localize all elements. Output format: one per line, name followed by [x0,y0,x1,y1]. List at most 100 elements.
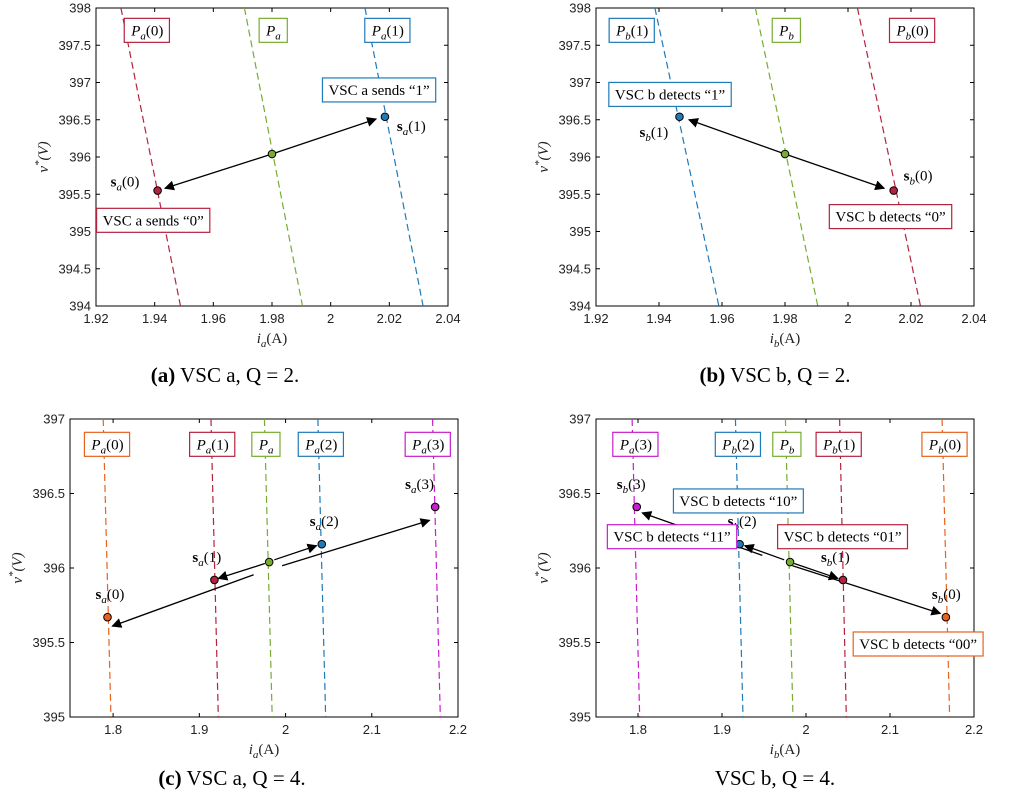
point-label-sa1: sa(1) [397,119,426,138]
annotation-frame [404,431,451,457]
series-group [631,419,951,717]
x-tick-label: 2 [844,311,851,326]
y-tick-label: 395.5 [558,187,591,202]
data-point-sa2 [317,539,327,549]
annotation-text: Pa(3) [619,437,652,456]
y-tick-label: 398 [69,1,91,16]
series-line-pa1 [364,8,424,306]
x-tick-label: 1.8 [629,722,647,737]
annotation-text: Pa(3) [411,437,444,456]
point-label-sb0: sb(0) [932,587,961,606]
y-tick-label: 396.5 [558,486,591,501]
x-tick-label: 2.2 [449,722,467,737]
annotation-box: Pb(2) [714,431,762,457]
x-tick-label: 2.04 [435,311,460,326]
annotation-text: Pb(0) [928,437,961,456]
annotation-text: Pa [258,437,274,456]
x-axis-label: ia(A) [249,742,280,761]
x-tick-label: 1.9 [190,722,208,737]
point-label-sa0: sa(0) [96,587,125,606]
data-point-center [264,557,274,567]
annotation-box: Pa(3) [612,431,659,457]
series-line-pan [263,419,273,717]
arrow [271,117,378,155]
data-point-center [267,149,277,159]
series-line-pa3 [631,419,641,717]
annotation-text: Pa(2) [304,437,337,456]
annotation-text: Pb(2) [721,437,754,456]
point-label-sa2: sa(2) [310,514,339,533]
annotation-text: Pa(0) [130,23,163,42]
annotation-frame [921,431,968,457]
x-axis-label: ib(A) [770,742,801,761]
series-line-pb0 [856,8,922,306]
x-tick-label: 1.96 [709,311,734,326]
annotation-text: Pb(1) [822,437,855,456]
x-tick-label: 1.94 [646,311,671,326]
arrow [784,153,886,191]
chart-panel-b: 1.92 1.94 1.96 1.98 2 2.02 2.04 394 394.5 395 395.… [533,1,987,351]
annotation-box: Pa(2) [297,431,345,457]
y-axis-label: v*(V) [7,552,26,583]
annotation-frame [321,77,437,103]
caption-a: (a) VSC a, Q = 2. [151,363,300,387]
x-tick-label: 2.02 [898,311,923,326]
x-tick-label: 1.8 [104,722,122,737]
annotation-text: VSC b detects “1” [615,87,725,103]
series-line-pbn [754,8,819,306]
x-tick-label: 2.1 [881,722,899,737]
data-point-center [785,557,795,567]
annotation-box: Pb(0) [888,17,936,43]
x-tick-label: 2.1 [363,722,381,737]
annotation-box: VSC b detects “11” [606,524,738,550]
annotation-text: VSC b detects “10” [679,494,797,510]
annotation-frame [828,204,953,230]
series-group [654,8,922,306]
x-tick-label: 2.2 [965,722,983,737]
x-tick-label: 2 [802,722,809,737]
annotation-box: Pb(0) [921,431,968,457]
annotation-box: Pa(1) [189,431,236,457]
caption-b: (b) VSC b, Q = 2. [700,363,851,387]
annotation-text: Pa(1) [371,23,404,42]
annotation-frame [612,431,659,457]
x-tick-label: 2.02 [377,311,402,326]
data-point-sb1 [838,575,848,585]
annotation-frame [606,524,738,550]
y-tick-label: 397 [69,75,91,90]
series-line-pb1 [839,419,847,717]
series-line-pb1 [654,8,720,306]
y-axis-label: v*(V) [533,552,552,583]
y-tick-label: 396.5 [32,486,65,501]
data-point-sa0 [103,612,112,622]
annotation-frame [776,524,909,550]
annotation-frame [95,207,211,233]
caption-d: VSC b, Q = 4. [715,766,835,790]
arrow [274,543,318,561]
data-point-sa3 [430,502,440,512]
annotation-box: Pb(1) [815,431,862,457]
arrow [794,562,839,581]
caption-c: (c) VSC a, Q = 4. [158,766,305,790]
chart-panel-d: 1.8 1.9 2 2.1 2.2 395 395.5 396 396.5 397 ib(A) v*(… [533,412,984,761]
x-tick-label: 1.98 [259,311,284,326]
arrow [163,153,273,191]
x-tick-label: 1.9 [713,722,731,737]
y-tick-label: 397.5 [558,38,591,53]
y-tick-label: 397 [569,75,591,90]
annotation-frame [771,17,802,43]
y-tick-label: 396.5 [558,112,591,127]
annotation-box: Pa [258,17,288,43]
series-line-pb0 [941,419,951,717]
data-point-sb3 [632,502,642,512]
y-tick-label: 396.5 [58,112,91,127]
annotation-box: Pb [771,17,802,43]
arrow [281,518,431,567]
annotation-text: Pa(1) [196,437,229,456]
annotation-box: VSC a sends “1” [321,77,437,103]
annotation-text: VSC a sends “0” [103,213,204,229]
annotation-box: Pa(1) [364,17,411,43]
annotation-box: VSC b detects “01” [776,524,909,550]
annotation-box: Pa [251,431,281,457]
